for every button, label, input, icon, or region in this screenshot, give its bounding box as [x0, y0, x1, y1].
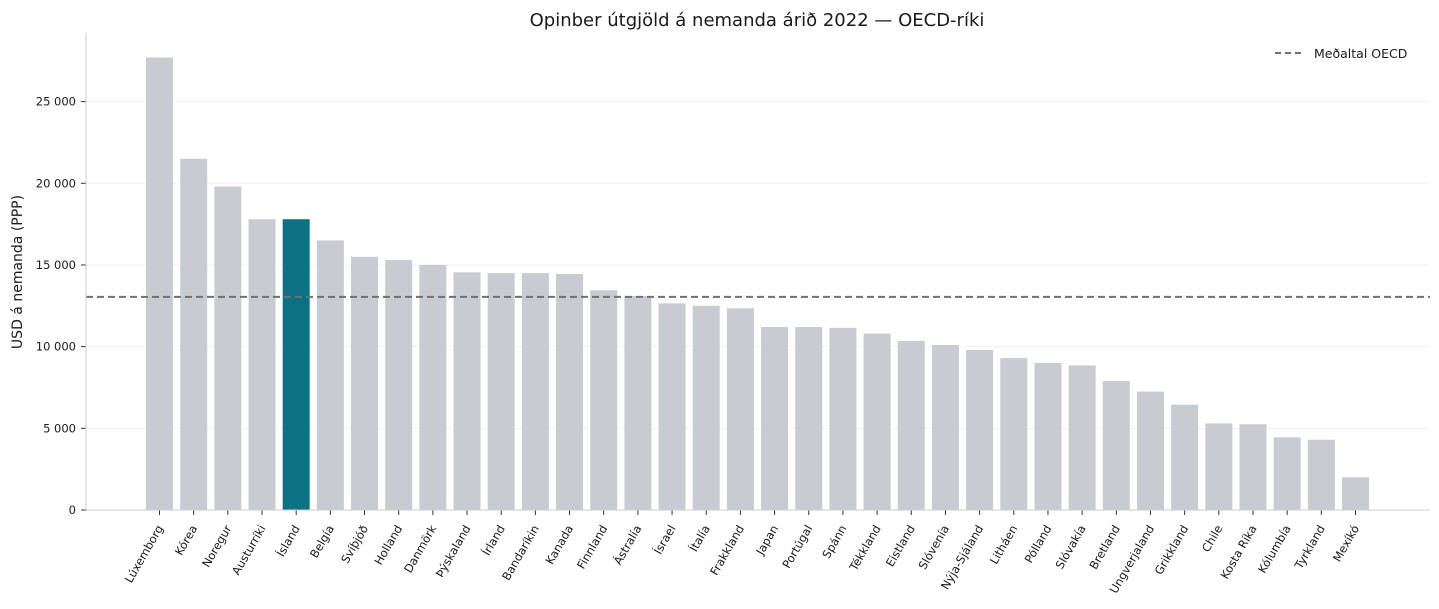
bar — [351, 256, 379, 510]
x-tick-label: Japan — [753, 523, 782, 559]
bar — [931, 345, 959, 510]
bar — [590, 290, 618, 510]
bar — [1239, 424, 1267, 510]
x-tick-label: Kórea — [172, 523, 200, 558]
bar — [556, 273, 584, 510]
x-tick-label: Eistland — [883, 523, 918, 570]
bar — [180, 158, 208, 510]
y-tick-label: 5 000 — [43, 421, 76, 435]
x-tick-label: Írland — [478, 522, 507, 558]
x-tick-label: Grikkland — [1152, 523, 1192, 578]
bar — [146, 57, 173, 511]
bar — [692, 305, 720, 510]
bar — [829, 327, 857, 510]
bar — [419, 264, 447, 510]
y-axis-label: USD á nemanda (PPP) — [10, 195, 26, 349]
bar — [487, 273, 515, 510]
bar — [1034, 362, 1062, 510]
bar — [1068, 365, 1096, 510]
x-tick-label: Slóvenía — [915, 523, 952, 572]
y-tick-label: 10 000 — [36, 340, 76, 354]
chart-title: Opinber útgjöld á nemanda árið 2022 — OE… — [530, 10, 985, 31]
x-tick-label: Ísland — [273, 522, 303, 559]
y-tick-label: 15 000 — [36, 258, 76, 272]
x-tick-label: Kanada — [542, 523, 576, 567]
x-tick-label: Chile — [1199, 523, 1226, 555]
bar — [1307, 439, 1335, 510]
x-tick-label: Lúxemborg — [122, 523, 166, 586]
x-tick-label: Ástralía — [610, 522, 645, 567]
bar — [1102, 380, 1130, 510]
x-tick-label: Austurríki — [229, 523, 269, 578]
x-tick-label: Litháen — [987, 523, 1021, 567]
x-tick-label: Slóvakía — [1052, 523, 1088, 572]
bar — [521, 273, 549, 510]
y-tick-labels: 0 5 000 10 000 15 000 20 000 25 000 — [36, 95, 76, 517]
axes — [81, 33, 1430, 515]
x-tick-label: Ísrael — [650, 522, 679, 557]
x-tick-label: Svíþjóð — [338, 523, 371, 566]
bar — [897, 340, 925, 510]
legend-label: Meðaltal OECD — [1314, 46, 1407, 61]
bar — [1136, 391, 1164, 510]
bar — [214, 186, 242, 510]
x-tick-label: Frakkland — [707, 523, 747, 578]
x-tick-label: Kólumbía — [1255, 523, 1294, 576]
bar — [248, 219, 276, 511]
bar — [863, 333, 891, 510]
bar — [453, 272, 481, 510]
x-tick-label: Tékkland — [846, 523, 884, 574]
bar — [282, 219, 310, 511]
bar — [658, 303, 686, 510]
x-tick-label: Finnland — [574, 523, 610, 572]
bar — [1342, 477, 1369, 510]
x-tick-label: Tyrkland — [1291, 523, 1328, 573]
x-tick-label: Danmörk — [401, 522, 440, 575]
y-tick-label: 25 000 — [36, 95, 76, 109]
bar — [761, 327, 789, 510]
y-tick-label: 20 000 — [36, 176, 76, 190]
x-tick-label: Ítalía — [686, 522, 713, 554]
bar — [1273, 437, 1301, 510]
legend: Meðaltal OECD — [1275, 46, 1407, 61]
y-tick-label: 0 — [69, 503, 76, 517]
x-tick-label: Pólland — [1022, 523, 1055, 566]
x-tick-label: Spánn — [819, 523, 849, 561]
x-tick-label: Mexíkó — [1330, 523, 1362, 565]
bar — [385, 260, 413, 510]
bar — [966, 349, 994, 510]
bar — [1000, 358, 1028, 510]
bar — [1171, 404, 1199, 510]
bar — [726, 308, 754, 510]
x-tick-label: Belgía — [307, 523, 337, 561]
bar — [316, 240, 344, 510]
x-tick-label: Bretland — [1086, 523, 1123, 572]
x-tick-label: Noregur — [199, 522, 235, 570]
bar — [1205, 423, 1233, 510]
x-tick-label: Portúgal — [779, 523, 815, 571]
x-tick-label: Holland — [371, 523, 405, 568]
x-tick-label: Þýskaland — [432, 523, 473, 580]
bar — [795, 327, 823, 510]
bars — [146, 57, 1369, 511]
bar — [624, 296, 652, 510]
